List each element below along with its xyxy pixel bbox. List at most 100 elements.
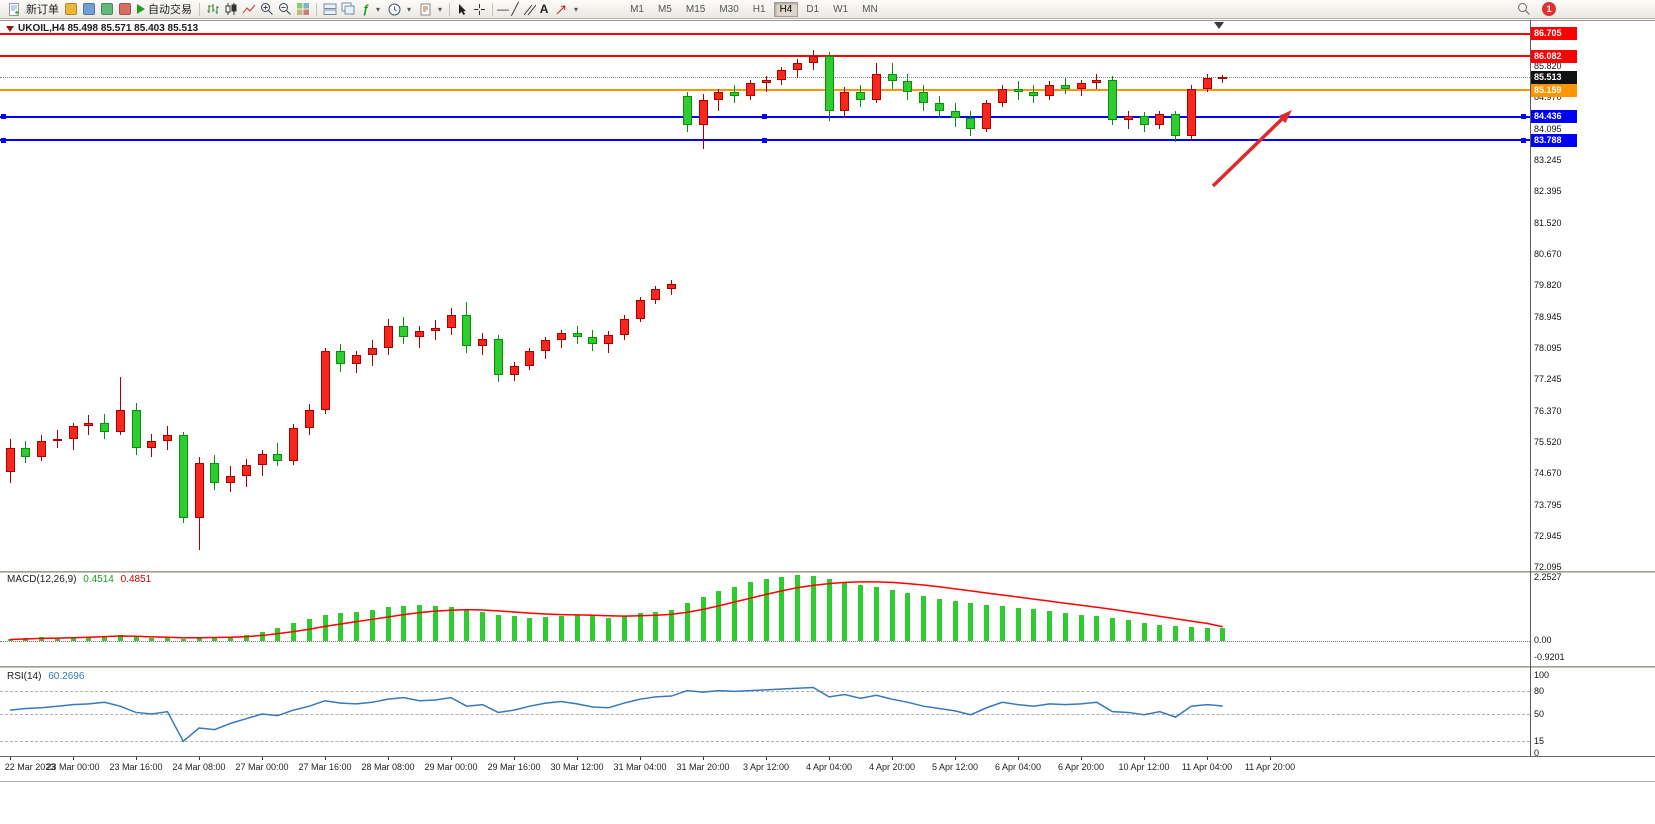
line-handle[interactable] (1521, 137, 1526, 143)
macd-histogram-bar (1062, 613, 1068, 641)
timeframe-m5[interactable]: M5 (657, 3, 672, 15)
time-axis-label: 5 Apr 12:00 (931, 762, 979, 772)
candle-body (777, 70, 787, 80)
candle-body (178, 435, 188, 518)
annotation-arrow[interactable] (1211, 110, 1292, 188)
line-handle[interactable] (1521, 114, 1526, 120)
line-chart-icon[interactable] (242, 2, 256, 16)
macd-histogram-bar (826, 579, 832, 641)
candle-body (1218, 77, 1228, 80)
toolbar-separator (492, 2, 494, 16)
zoom-out-icon[interactable] (278, 2, 292, 16)
price-axis-label: 78.095 (1534, 342, 1562, 353)
macd-histogram-bar (86, 636, 92, 641)
new-order-button[interactable]: 新订单 (3, 1, 62, 17)
timeframe-h4[interactable]: H4 (773, 1, 799, 17)
timeframe-d1[interactable]: D1 (806, 3, 820, 15)
time-tick (73, 757, 74, 760)
cascade-windows-icon[interactable] (341, 2, 355, 16)
candle-body (257, 453, 267, 465)
autotrading-button[interactable]: 自动交易 (134, 1, 195, 17)
macd-axis-top: 2.2527 (1534, 572, 1562, 582)
chevron-down-icon: ▾ (438, 4, 443, 14)
candle-body (793, 63, 802, 71)
cursor-icon[interactable] (456, 3, 469, 16)
candle-body (1108, 79, 1117, 120)
notification-badge[interactable]: 1 (1542, 2, 1556, 16)
candle-body (1045, 84, 1054, 96)
macd-zero-line (0, 641, 1530, 642)
horizontal-line[interactable] (0, 32, 1530, 35)
candle-body (714, 92, 724, 100)
timeframe-m15[interactable]: M15 (685, 3, 706, 15)
candle-body (1092, 79, 1102, 84)
candle-body (5, 448, 15, 472)
time-axis-label: 27 Mar 16:00 (298, 762, 352, 772)
price-axis-label: 74.670 (1534, 468, 1562, 478)
search-icon[interactable] (1517, 2, 1531, 16)
text-tool-icon[interactable]: A (539, 1, 549, 16)
price-badge: 85.159 (1531, 83, 1577, 97)
chart-shift-marker[interactable] (1214, 22, 1224, 29)
market-watch-icon[interactable] (65, 3, 77, 15)
timeframe-mn[interactable]: MN (862, 3, 878, 15)
candle-body (304, 409, 314, 429)
zoom-in-icon[interactable] (260, 2, 274, 16)
periods-button[interactable]: ▾ (383, 1, 414, 17)
candle-body (651, 289, 661, 301)
macd-histogram-bar (621, 616, 627, 641)
timeframe-m30[interactable]: M30 (719, 3, 739, 15)
timeframe-h1[interactable]: H1 (752, 3, 766, 15)
candle-body (1139, 116, 1149, 126)
chevron-down-icon: ▾ (376, 4, 381, 14)
line-handle[interactable] (1, 114, 6, 120)
time-tick (892, 757, 893, 760)
indicators-button[interactable]: ƒ ▾ (357, 1, 383, 17)
candle-body (52, 439, 62, 442)
line-handle[interactable] (1, 137, 6, 143)
macd-histogram-bar (495, 614, 501, 641)
channel-tool-icon[interactable] (523, 3, 537, 16)
candle-body (100, 422, 109, 432)
bar-chart-icon[interactable] (206, 2, 220, 16)
candle-body (919, 92, 928, 104)
candle-body (887, 74, 897, 82)
timeframe-w1[interactable]: W1 (833, 3, 849, 15)
panel-separator-rsi[interactable] (0, 666, 1655, 668)
macd-histogram-bar (7, 638, 13, 641)
line-handle[interactable] (762, 137, 767, 143)
arrange-windows-icon[interactable] (323, 2, 337, 16)
arrows-tool-button[interactable]: ▾ (550, 1, 581, 17)
time-tick (640, 757, 641, 760)
horizontal-line[interactable] (0, 55, 1530, 58)
crosshair-icon[interactable] (473, 3, 486, 16)
navigator-icon[interactable] (101, 3, 113, 15)
candle-body (194, 462, 204, 518)
time-tick (766, 757, 767, 760)
price-axis-label: 79.820 (1534, 280, 1562, 290)
trendline-tool-icon[interactable]: ╱ (511, 1, 519, 16)
data-window-icon[interactable] (83, 3, 95, 15)
candle-body (21, 448, 31, 458)
macd-histogram-bar (921, 595, 926, 641)
candlestick-chart-icon[interactable] (224, 2, 238, 16)
terminal-icon[interactable] (119, 3, 131, 15)
macd-histogram-bar (527, 617, 533, 641)
rsi-header: RSI(14) 60.2696 (7, 671, 84, 682)
macd-histogram-bar (401, 605, 407, 641)
templates-button[interactable]: ▾ (414, 1, 445, 17)
horizontal-line-tool-icon[interactable]: — (497, 1, 510, 16)
macd-histogram-bar (23, 638, 29, 641)
line-handle[interactable] (762, 114, 767, 120)
time-axis-label: 6 Apr 20:00 (1057, 762, 1105, 772)
toolbar-separator (449, 2, 451, 16)
macd-histogram-bar (590, 616, 596, 641)
candle-wick (765, 75, 767, 93)
horizontal-line[interactable] (0, 89, 1530, 92)
time-tick (388, 757, 389, 760)
panel-separator-macd[interactable] (0, 571, 1655, 573)
toolbar-separator (316, 2, 317, 16)
timeframe-m1[interactable]: M1 (630, 3, 644, 15)
tile-windows-icon[interactable] (296, 2, 310, 16)
macd-histogram-bar (795, 574, 800, 641)
